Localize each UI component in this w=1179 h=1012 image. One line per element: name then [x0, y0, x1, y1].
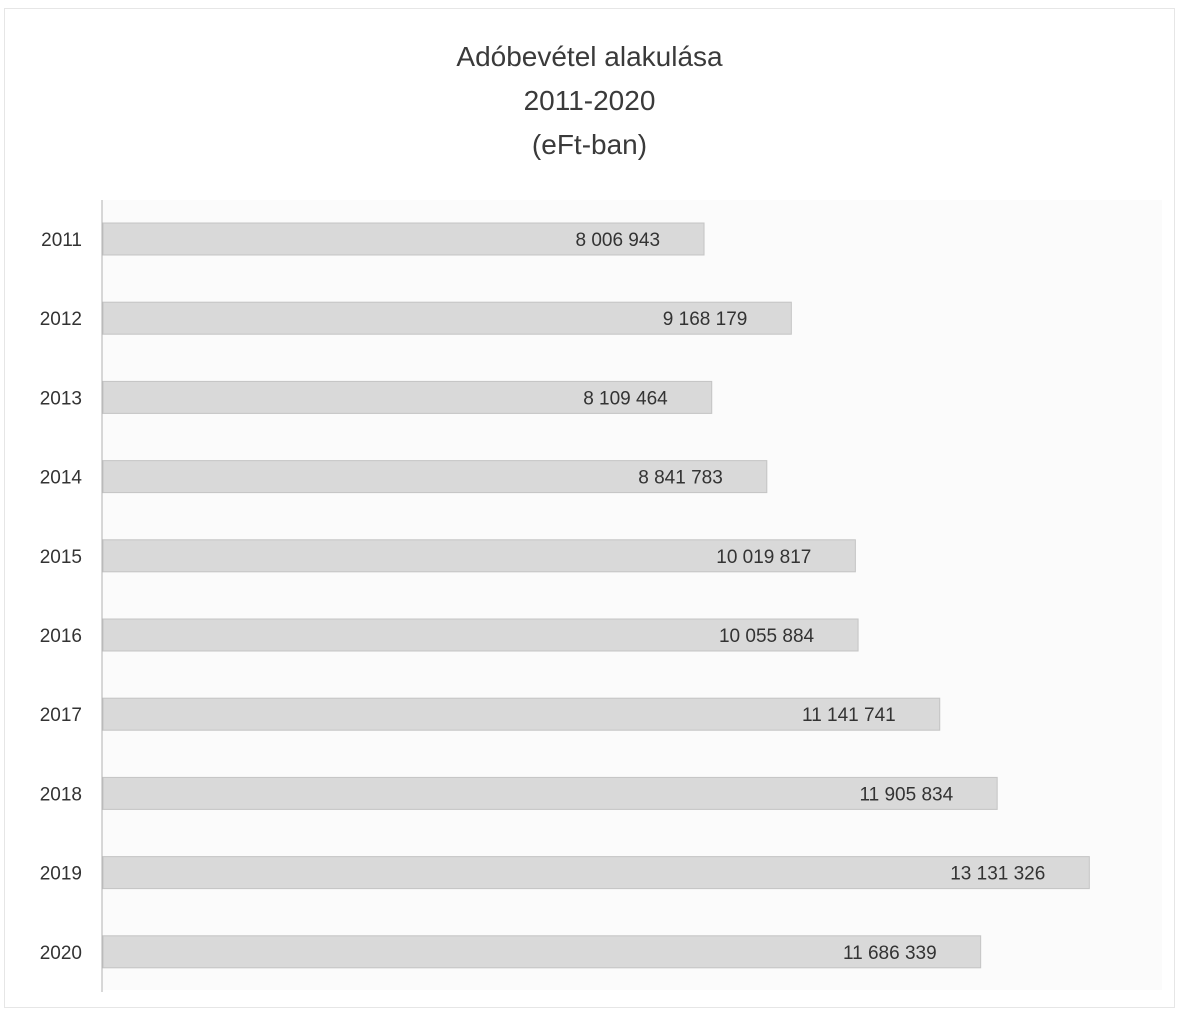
- year-label-2013: 2013: [40, 388, 82, 409]
- bar-2015: [102, 539, 856, 573]
- bar-2018: [102, 776, 998, 810]
- bar-2014: [102, 460, 768, 494]
- chart-title: Adóbevétel alakulása: [456, 41, 723, 72]
- year-label-2018: 2018: [40, 784, 82, 805]
- bar-2019: [102, 856, 1090, 890]
- value-label-2011: 8 006 943: [575, 230, 660, 251]
- value-label-2017: 11 141 741: [802, 705, 896, 726]
- bar-2020: [102, 935, 982, 969]
- value-label-2020: 11 686 339: [843, 943, 937, 964]
- value-label-2016: 10 055 884: [719, 626, 815, 647]
- bar-2013: [102, 380, 713, 414]
- value-label-2018: 11 905 834: [859, 784, 953, 805]
- value-label-2019: 13 131 326: [950, 864, 1045, 885]
- year-label-2017: 2017: [40, 705, 82, 726]
- bar-2012: [102, 301, 792, 335]
- year-label-2019: 2019: [40, 864, 82, 885]
- value-label-2012: 9 168 179: [663, 309, 748, 330]
- year-label-2015: 2015: [40, 547, 82, 568]
- chart-subtitle-unit: (eFt-ban): [531, 129, 648, 160]
- value-label-2015: 10 019 817: [716, 547, 811, 568]
- year-label-2016: 2016: [40, 626, 82, 647]
- year-label-2014: 2014: [40, 468, 83, 489]
- chart-subtitle-years: 2011-2020: [523, 85, 656, 116]
- year-label-2012: 2012: [40, 309, 82, 330]
- year-label-2020: 2020: [40, 943, 82, 964]
- bar-2011: [102, 222, 705, 256]
- value-label-2014: 8 841 783: [638, 468, 723, 489]
- bar-2016: [102, 618, 859, 652]
- bar-2017: [102, 697, 941, 731]
- value-label-2013: 8 109 464: [583, 388, 668, 409]
- year-label-2011: 2011: [41, 230, 82, 251]
- bars-layer: 2011 8 006 943 2012 9 168 179 2013 8 109 464 2…: [40, 222, 1090, 969]
